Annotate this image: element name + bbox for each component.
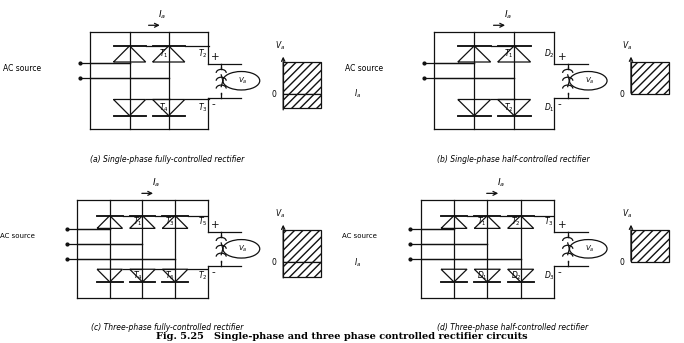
Text: (b) Single-phase half-controlled rectifier: (b) Single-phase half-controlled rectifi… bbox=[436, 155, 590, 164]
Text: $V_a$: $V_a$ bbox=[586, 244, 595, 254]
Text: $T_{4}$: $T_{4}$ bbox=[133, 269, 142, 282]
Text: $I_a$: $I_a$ bbox=[354, 256, 360, 269]
Text: $I_a$: $I_a$ bbox=[497, 177, 505, 189]
Text: $T_{1}$: $T_{1}$ bbox=[504, 48, 513, 60]
Text: $T_{5}$: $T_{5}$ bbox=[198, 216, 208, 228]
Text: $I_a$: $I_a$ bbox=[504, 9, 512, 21]
Text: $D_{2}$: $D_{2}$ bbox=[511, 269, 521, 282]
Text: $D_{2}$: $D_{2}$ bbox=[544, 48, 555, 60]
Text: $I_a$: $I_a$ bbox=[152, 177, 160, 189]
Text: $T_{1}$: $T_{1}$ bbox=[159, 48, 168, 60]
Text: $V_a$: $V_a$ bbox=[622, 208, 633, 220]
Text: 0: 0 bbox=[619, 90, 624, 99]
Text: $V_a$: $V_a$ bbox=[239, 76, 248, 86]
Text: $T_{1}$: $T_{1}$ bbox=[477, 216, 487, 228]
Text: +: + bbox=[557, 52, 566, 62]
Text: (a) Single-phase fully-controlled rectifier: (a) Single-phase fully-controlled rectif… bbox=[90, 155, 245, 164]
Bar bbox=[283, 94, 321, 108]
Bar bbox=[631, 62, 669, 94]
Text: $T_{3}$: $T_{3}$ bbox=[544, 216, 554, 228]
Text: $D_{3}$: $D_{3}$ bbox=[544, 269, 555, 282]
Text: $T_{2}$: $T_{2}$ bbox=[198, 269, 208, 282]
Text: +: + bbox=[557, 220, 566, 230]
Text: $T_{2}$: $T_{2}$ bbox=[511, 216, 521, 228]
Text: $I_a$: $I_a$ bbox=[354, 88, 360, 100]
Text: Fig. 5.25   Single-phase and three phase controlled rectifier circuits: Fig. 5.25 Single-phase and three phase c… bbox=[156, 332, 528, 341]
Text: AC source: AC source bbox=[0, 233, 35, 239]
Text: $V_a$: $V_a$ bbox=[275, 40, 285, 52]
Text: 0: 0 bbox=[272, 90, 276, 99]
Bar bbox=[283, 262, 321, 276]
Text: AC source: AC source bbox=[3, 64, 42, 73]
Text: 0: 0 bbox=[272, 258, 276, 267]
Text: $T_{1}$: $T_{1}$ bbox=[133, 216, 142, 228]
Text: $T_{2}$: $T_{2}$ bbox=[198, 48, 207, 60]
Text: $I_a$: $I_a$ bbox=[159, 9, 167, 21]
Text: $D_{1}$: $D_{1}$ bbox=[477, 269, 488, 282]
Bar bbox=[283, 230, 321, 262]
Text: -: - bbox=[557, 267, 561, 277]
Text: $V_a$: $V_a$ bbox=[275, 208, 285, 220]
Text: (c) Three-phase fully-controlled rectifier: (c) Three-phase fully-controlled rectifi… bbox=[92, 323, 244, 332]
Text: +: + bbox=[211, 220, 220, 230]
Text: $T_{2}$: $T_{2}$ bbox=[504, 101, 513, 114]
Text: $V_a$: $V_a$ bbox=[622, 40, 633, 52]
Text: $T_{4}$: $T_{4}$ bbox=[159, 101, 168, 114]
Text: -: - bbox=[211, 267, 215, 277]
Text: $V_a$: $V_a$ bbox=[586, 76, 595, 86]
Text: AC source: AC source bbox=[345, 64, 384, 73]
Text: +: + bbox=[211, 52, 220, 62]
Bar bbox=[283, 62, 321, 94]
Text: $D_{1}$: $D_{1}$ bbox=[544, 101, 555, 114]
Text: $T_{6}$: $T_{6}$ bbox=[166, 269, 175, 282]
Text: -: - bbox=[211, 99, 215, 109]
Text: (d) Three-phase half-controlled rectifier: (d) Three-phase half-controlled rectifie… bbox=[438, 323, 588, 332]
Text: $T_{3}$: $T_{3}$ bbox=[166, 216, 175, 228]
Bar bbox=[631, 230, 669, 262]
Text: AC source: AC source bbox=[342, 233, 377, 239]
Text: -: - bbox=[557, 99, 561, 109]
Text: 0: 0 bbox=[619, 258, 624, 267]
Text: $T_{3}$: $T_{3}$ bbox=[198, 101, 207, 114]
Text: $V_a$: $V_a$ bbox=[239, 244, 248, 254]
